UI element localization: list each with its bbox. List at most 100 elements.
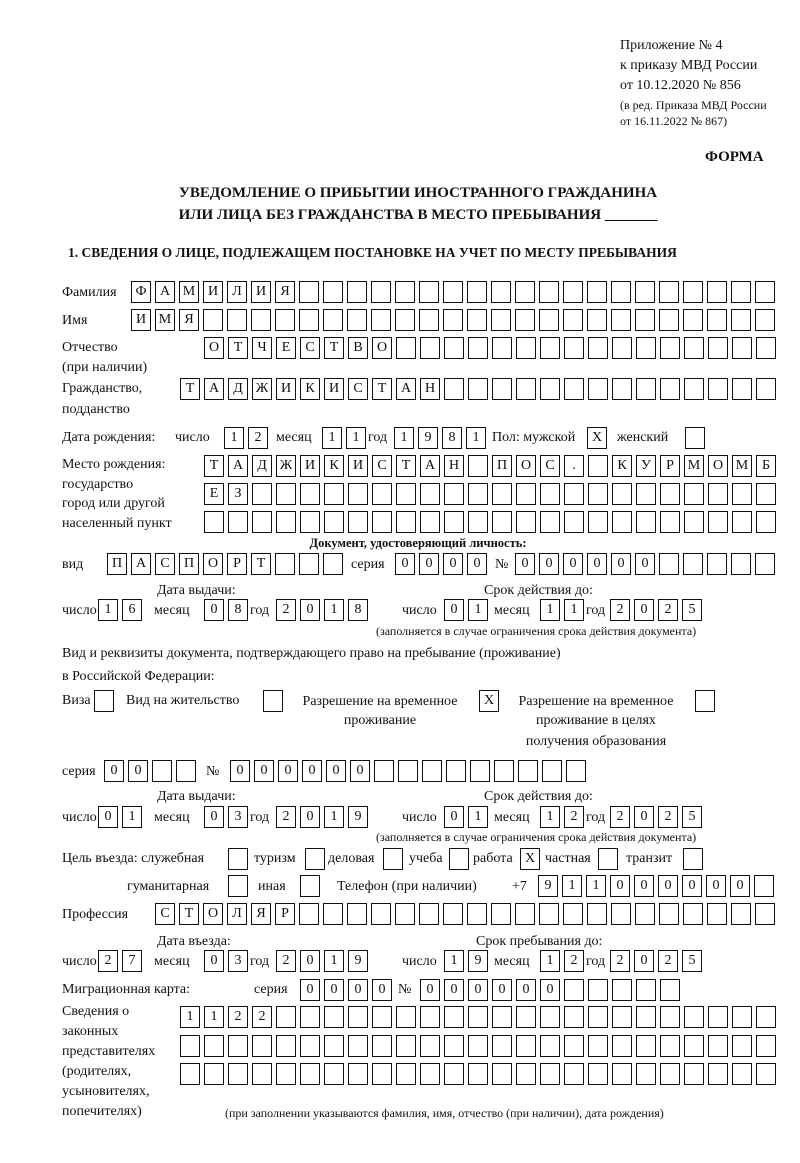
char-box[interactable]: 2 — [228, 1006, 248, 1028]
char-box[interactable] — [324, 1035, 344, 1057]
char-box[interactable] — [684, 1006, 704, 1028]
char-box[interactable] — [588, 979, 608, 1001]
char-box[interactable] — [708, 511, 728, 533]
char-box[interactable] — [516, 511, 536, 533]
char-box[interactable] — [636, 378, 656, 400]
char-box[interactable]: 0 — [634, 950, 654, 972]
char-box[interactable] — [323, 281, 343, 303]
char-box[interactable]: 0 — [563, 553, 583, 575]
char-box[interactable] — [756, 511, 776, 533]
char-box[interactable]: 2 — [658, 950, 678, 972]
char-box[interactable]: 2 — [252, 1006, 272, 1028]
visa-checkbox[interactable] — [94, 690, 114, 712]
char-box[interactable] — [180, 1063, 200, 1085]
char-box[interactable]: 0 — [204, 599, 224, 621]
char-box[interactable] — [494, 760, 514, 782]
char-box[interactable] — [754, 875, 774, 897]
char-box[interactable]: Т — [251, 553, 271, 575]
char-box[interactable]: 0 — [302, 760, 322, 782]
char-box[interactable] — [299, 553, 319, 575]
char-box[interactable] — [374, 760, 394, 782]
char-box[interactable] — [395, 281, 415, 303]
char-box[interactable] — [635, 281, 655, 303]
char-box[interactable]: В — [348, 337, 368, 359]
char-box[interactable] — [731, 553, 751, 575]
char-box[interactable] — [540, 483, 560, 505]
char-box[interactable] — [444, 337, 464, 359]
char-box[interactable] — [539, 281, 559, 303]
char-box[interactable] — [636, 1035, 656, 1057]
char-box[interactable]: Т — [228, 337, 248, 359]
char-box[interactable]: А — [228, 455, 248, 477]
char-box[interactable] — [660, 1035, 680, 1057]
char-box[interactable]: 0 — [682, 875, 702, 897]
char-box[interactable] — [611, 281, 631, 303]
char-box[interactable] — [588, 1063, 608, 1085]
char-box[interactable] — [275, 309, 295, 331]
char-box[interactable]: Ж — [276, 455, 296, 477]
char-box[interactable] — [275, 553, 295, 575]
residence-permit-checkbox[interactable] — [263, 690, 283, 712]
char-box[interactable] — [659, 553, 679, 575]
char-box[interactable]: Т — [372, 378, 392, 400]
char-box[interactable] — [492, 1006, 512, 1028]
char-box[interactable]: 0 — [730, 875, 750, 897]
char-box[interactable] — [564, 1006, 584, 1028]
char-box[interactable]: Д — [228, 378, 248, 400]
char-box[interactable] — [204, 511, 224, 533]
char-box[interactable] — [707, 903, 727, 925]
char-box[interactable] — [396, 483, 416, 505]
char-box[interactable]: И — [276, 378, 296, 400]
char-box[interactable] — [755, 281, 775, 303]
char-box[interactable]: 0 — [324, 979, 344, 1001]
char-box[interactable]: 0 — [348, 979, 368, 1001]
char-box[interactable] — [660, 1006, 680, 1028]
char-box[interactable]: И — [348, 455, 368, 477]
char-box[interactable] — [180, 1035, 200, 1057]
char-box[interactable] — [587, 281, 607, 303]
char-box[interactable] — [636, 483, 656, 505]
char-box[interactable] — [708, 483, 728, 505]
char-box[interactable]: 1 — [564, 599, 584, 621]
char-box[interactable] — [419, 903, 439, 925]
char-box[interactable] — [347, 309, 367, 331]
sex-female-checkbox[interactable] — [685, 427, 705, 449]
char-box[interactable] — [636, 511, 656, 533]
char-box[interactable] — [324, 1063, 344, 1085]
char-box[interactable] — [660, 1063, 680, 1085]
char-box[interactable]: У — [636, 455, 656, 477]
char-box[interactable] — [276, 1006, 296, 1028]
char-box[interactable] — [540, 337, 560, 359]
char-box[interactable]: 0 — [610, 875, 630, 897]
char-box[interactable] — [372, 1035, 392, 1057]
char-box[interactable] — [684, 511, 704, 533]
char-box[interactable] — [468, 455, 488, 477]
char-box[interactable] — [372, 511, 392, 533]
char-box[interactable] — [420, 1006, 440, 1028]
char-box[interactable] — [419, 309, 439, 331]
char-box[interactable]: 9 — [348, 806, 368, 828]
char-box[interactable] — [588, 483, 608, 505]
char-box[interactable]: Я — [251, 903, 271, 925]
char-box[interactable]: 0 — [300, 806, 320, 828]
char-box[interactable] — [444, 483, 464, 505]
char-box[interactable]: 0 — [204, 950, 224, 972]
char-box[interactable] — [444, 1063, 464, 1085]
char-box[interactable] — [348, 1035, 368, 1057]
char-box[interactable] — [612, 337, 632, 359]
char-box[interactable] — [228, 1063, 248, 1085]
char-box[interactable] — [732, 483, 752, 505]
char-box[interactable] — [468, 1035, 488, 1057]
char-box[interactable] — [588, 455, 608, 477]
char-box[interactable] — [323, 903, 343, 925]
char-box[interactable] — [204, 1035, 224, 1057]
char-box[interactable]: 1 — [224, 427, 244, 449]
char-box[interactable] — [756, 1035, 776, 1057]
char-box[interactable] — [756, 1063, 776, 1085]
